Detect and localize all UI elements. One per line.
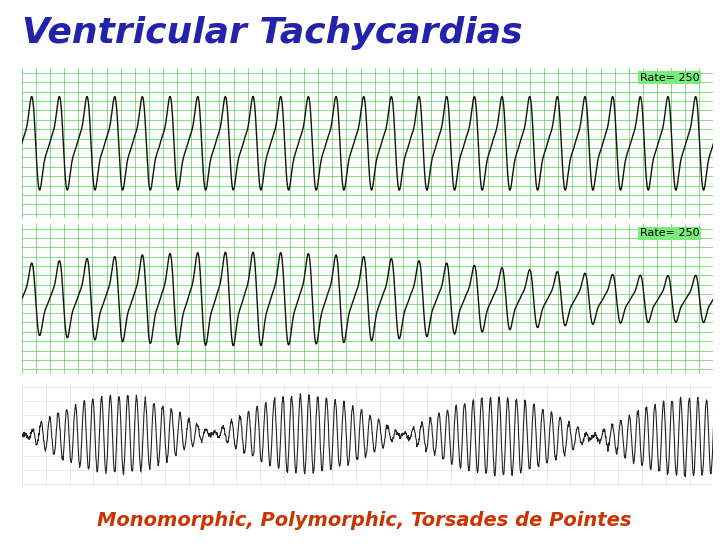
Text: Monomorphic, Polymorphic, Torsades de Pointes: Monomorphic, Polymorphic, Torsades de Po… (97, 511, 631, 530)
Text: Ventricular Tachycardias: Ventricular Tachycardias (22, 16, 523, 50)
Text: Rate= 250: Rate= 250 (640, 73, 700, 83)
Text: Rate= 250: Rate= 250 (640, 228, 700, 239)
